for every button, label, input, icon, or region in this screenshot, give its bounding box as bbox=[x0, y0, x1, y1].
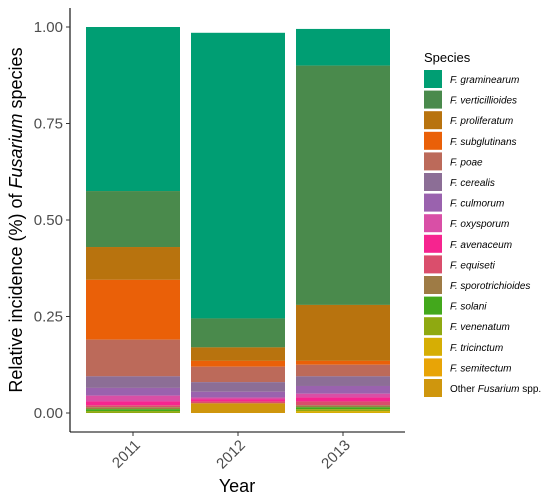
bar-segment bbox=[191, 391, 285, 398]
bar-segment bbox=[86, 409, 180, 412]
legend-label: F. cerealis bbox=[450, 178, 495, 189]
bar-segment bbox=[296, 304, 390, 361]
legend-label: F. culmorum bbox=[450, 199, 504, 210]
bar-segment bbox=[296, 28, 390, 66]
legend-label: F. graminearum bbox=[450, 75, 519, 86]
bar-segment bbox=[296, 65, 390, 305]
legend-swatch bbox=[424, 193, 442, 212]
legend-swatch bbox=[424, 111, 442, 130]
bar-segment bbox=[86, 191, 180, 248]
bars-layer bbox=[86, 27, 390, 413]
legend-label: F. poae bbox=[450, 157, 483, 168]
legend-swatch bbox=[424, 234, 442, 253]
legend-swatch bbox=[424, 173, 442, 191]
x-ticks: 2011 2012 2013 bbox=[109, 432, 354, 472]
bar-segment bbox=[86, 247, 180, 280]
bar-segment bbox=[86, 405, 180, 408]
bar-segment bbox=[86, 339, 180, 377]
bar-segment bbox=[296, 364, 390, 377]
bar-segment bbox=[296, 401, 390, 406]
bar-segment bbox=[191, 403, 285, 413]
x-tick-label: 2012 bbox=[213, 437, 249, 473]
y-tick-label: 0.00 bbox=[34, 405, 63, 422]
y-tick-label: 0.75 bbox=[34, 116, 63, 133]
x-tick-label: 2011 bbox=[109, 437, 144, 472]
bar-segment bbox=[191, 32, 285, 319]
bar-segment bbox=[296, 409, 390, 412]
bar-segment bbox=[191, 366, 285, 383]
legend-label: F. sporotrichioides bbox=[450, 281, 530, 292]
y-axis-title-prefix: Relative incidence (%) of bbox=[6, 188, 26, 392]
legend-label: F. oxysporum bbox=[450, 219, 509, 230]
y-tick-label: 0.25 bbox=[34, 309, 63, 326]
bar-segment bbox=[191, 397, 285, 400]
bar-segment bbox=[86, 27, 180, 192]
bar-segment bbox=[296, 397, 390, 402]
legend-label: Other Fusarium spp. bbox=[450, 384, 541, 395]
bar-segment bbox=[191, 401, 285, 404]
bar-segment bbox=[86, 401, 180, 406]
bar-segment bbox=[191, 382, 285, 392]
legend-label: F. venenatum bbox=[450, 322, 510, 333]
legend-label: F. subglutinans bbox=[450, 137, 517, 148]
y-axis-title-italic: Fusarium bbox=[6, 113, 26, 188]
bar-segment bbox=[296, 360, 390, 365]
bar-segment bbox=[86, 279, 180, 340]
bar-segment bbox=[296, 376, 390, 386]
legend-swatch bbox=[424, 152, 442, 171]
x-tick-label: 2013 bbox=[318, 437, 354, 473]
bar-segment bbox=[191, 399, 285, 402]
legend-title: Species bbox=[424, 50, 471, 65]
legend-label: F. proliferatum bbox=[450, 116, 513, 127]
legend-label: F. equiseti bbox=[450, 260, 496, 271]
legend-swatch bbox=[424, 255, 442, 274]
bar-segment bbox=[296, 407, 390, 410]
legend-swatch bbox=[424, 214, 442, 233]
legend-swatch bbox=[424, 337, 442, 356]
legend-swatch bbox=[424, 358, 442, 377]
legend-swatch bbox=[424, 296, 442, 315]
legend-label: F. solani bbox=[450, 302, 487, 313]
y-axis-title: Relative incidence (%) of Fusarium speci… bbox=[6, 47, 26, 392]
bar-segment bbox=[86, 387, 180, 396]
bar-segment bbox=[191, 360, 285, 367]
bar-segment bbox=[191, 347, 285, 361]
legend-label: F. tricinctum bbox=[450, 343, 503, 354]
legend-swatch bbox=[424, 70, 442, 88]
bar-segment bbox=[296, 405, 390, 408]
bar-segment bbox=[296, 385, 390, 394]
bar-segment bbox=[296, 393, 390, 398]
bar-segment bbox=[86, 376, 180, 388]
legend-label: F. verticillioides bbox=[450, 96, 517, 107]
legend: Species F. graminearum F. verticillioides… bbox=[424, 50, 541, 397]
x-axis-title: Year bbox=[219, 476, 255, 496]
bar-segment bbox=[86, 411, 180, 413]
y-ticks: 0.00 0.25 0.50 0.75 1.00 bbox=[34, 19, 70, 422]
legend-swatch bbox=[424, 317, 442, 336]
legend-swatch bbox=[424, 276, 442, 294]
y-axis-title-suffix: species bbox=[6, 47, 26, 113]
legend-label: F. avenaceum bbox=[450, 240, 512, 251]
legend-swatch bbox=[424, 90, 442, 109]
y-tick-label: 1.00 bbox=[34, 19, 63, 36]
legend-swatch bbox=[424, 379, 442, 397]
bar-segment bbox=[86, 407, 180, 410]
bar-segment bbox=[86, 395, 180, 402]
bar-segment bbox=[296, 411, 390, 413]
bar-segment bbox=[191, 318, 285, 348]
legend-label: F. semitectum bbox=[450, 363, 512, 374]
legend-swatch bbox=[424, 131, 442, 150]
y-tick-label: 0.50 bbox=[34, 212, 63, 229]
